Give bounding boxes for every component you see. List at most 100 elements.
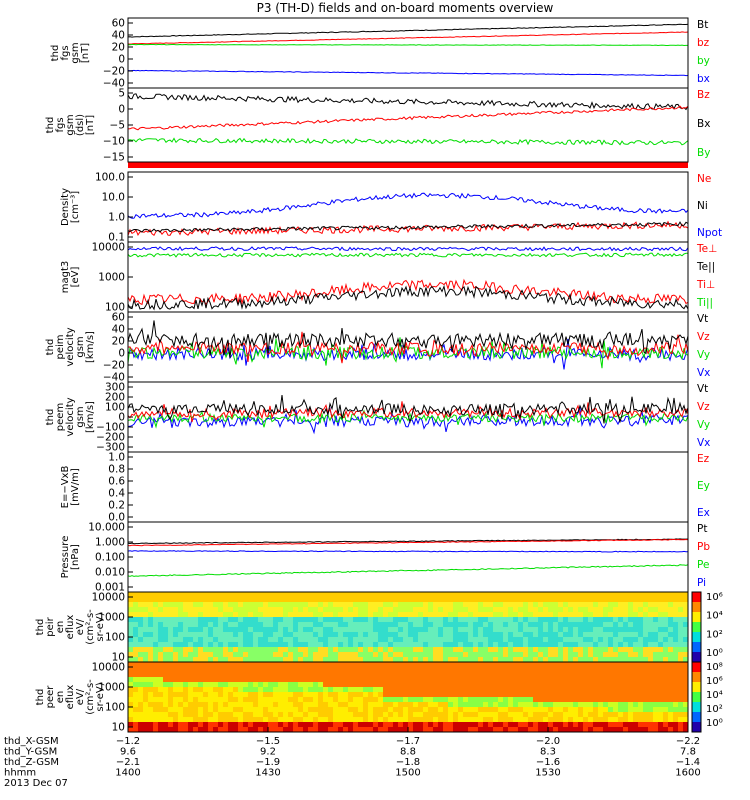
spectrogram-cell [588,667,594,673]
spectrogram-cell [513,727,519,733]
spectrogram-cell [293,632,299,638]
spectrogram-cell [618,617,624,623]
spectrogram-cell [223,652,229,658]
spectrogram-cell [433,652,439,658]
spectrogram-cell [283,722,289,728]
spectrogram-cell [578,617,584,623]
spectrogram-cell [618,712,624,718]
spectrogram-cell [318,672,324,678]
spectrogram-cell [218,597,224,603]
spectrogram-cell [483,692,489,698]
spectrogram-cell [398,652,404,658]
spectrogram-cell [418,607,424,613]
spectrogram-cell [393,667,399,673]
legend-entry-Ni: Ni [697,200,708,212]
spectrogram-cell [328,662,334,668]
spectrogram-cell [373,722,379,728]
spectrogram-cell [513,677,519,683]
spectrogram-cell [478,697,484,703]
spectrogram-cell [673,642,679,648]
spectrogram-cell [608,657,614,663]
spectrogram-cell [453,707,459,713]
spectrogram-cell [593,647,599,653]
series-line-Vt [127,394,689,424]
spectrogram-cell [128,687,134,693]
spectrogram-cell [568,617,574,623]
spectrogram-cell [518,642,524,648]
spectrogram-cell [163,642,169,648]
spectrogram-cell [553,662,559,668]
spectrogram-cell [173,647,179,653]
spectrogram-cell [428,677,434,683]
spectrogram-cell [143,657,149,663]
spectrogram-cell [173,682,179,688]
spectrogram-cell [193,657,199,663]
spectrogram-cell [163,657,169,663]
spectrogram-cell [413,717,419,723]
spectrogram-cell [683,687,689,693]
spectrogram-cell [648,682,654,688]
spectrogram-cell [633,592,639,598]
spectrogram-cell [243,692,249,698]
spectrogram-cell [588,627,594,633]
spectrogram-cell [233,652,239,658]
spectrogram-cell [153,677,159,683]
spectrogram-cell [658,722,664,728]
spectrogram-cell [313,592,319,598]
spectrogram-cell [333,597,339,603]
spectrogram-cell [233,657,239,663]
spectrogram-cell [448,617,454,623]
spectrogram-cell [648,592,654,598]
spectrogram-cell [378,672,384,678]
spectrogram-cell [378,697,384,703]
spectrogram-cell [128,627,134,633]
spectrogram-cell [428,687,434,693]
spectrogram-cell [598,607,604,613]
spectrogram-cell [213,722,219,728]
spectrogram-cell [378,657,384,663]
spectrogram-cell [468,702,474,708]
spectrogram-cell [478,597,484,603]
spectrogram-cell [548,597,554,603]
spectrogram-cell [133,722,139,728]
spectrogram-cell [678,617,684,623]
spectrogram-cell [298,712,304,718]
spectrogram-cell [268,617,274,623]
spectrogram-cell [528,667,534,673]
spectrogram-cell [468,612,474,618]
spectrogram-cell [278,627,284,633]
spectrogram-cell [193,702,199,708]
spectrogram-cell [323,597,329,603]
spectrogram-cell [638,627,644,633]
spectrogram-cell [193,632,199,638]
spectrogram-cell [533,617,539,623]
spectrogram-cell [538,627,544,633]
spectrogram-cell [483,617,489,623]
spectrogram-cell [618,727,624,733]
spectrogram-cell [183,657,189,663]
spectrogram-cell [663,642,669,648]
spectrogram-cell [453,702,459,708]
spectrogram-cell [543,592,549,598]
spectrogram-cell [518,682,524,688]
spectrogram-cell [608,717,614,723]
spectrogram-cell [478,592,484,598]
spectrogram-cell [298,692,304,698]
spectrogram-cell [188,712,194,718]
spectrogram-cell [498,682,504,688]
spectrogram-cell [583,612,589,618]
spectrogram-cell [583,602,589,608]
spectrogram-cell [553,647,559,653]
spectrogram-cell [538,617,544,623]
spectrogram-cell [143,712,149,718]
y-tick-label: 60 [112,312,125,324]
spectrogram-cell [668,602,674,608]
spectrogram-cell [568,647,574,653]
spectrogram-cell [273,647,279,653]
spectrogram-cell [678,712,684,718]
spectrogram-cell [553,627,559,633]
spectrogram-cell [543,637,549,643]
spectrogram-cell [278,707,284,713]
spectrogram-cell [198,597,204,603]
spectrogram-cell [613,657,619,663]
